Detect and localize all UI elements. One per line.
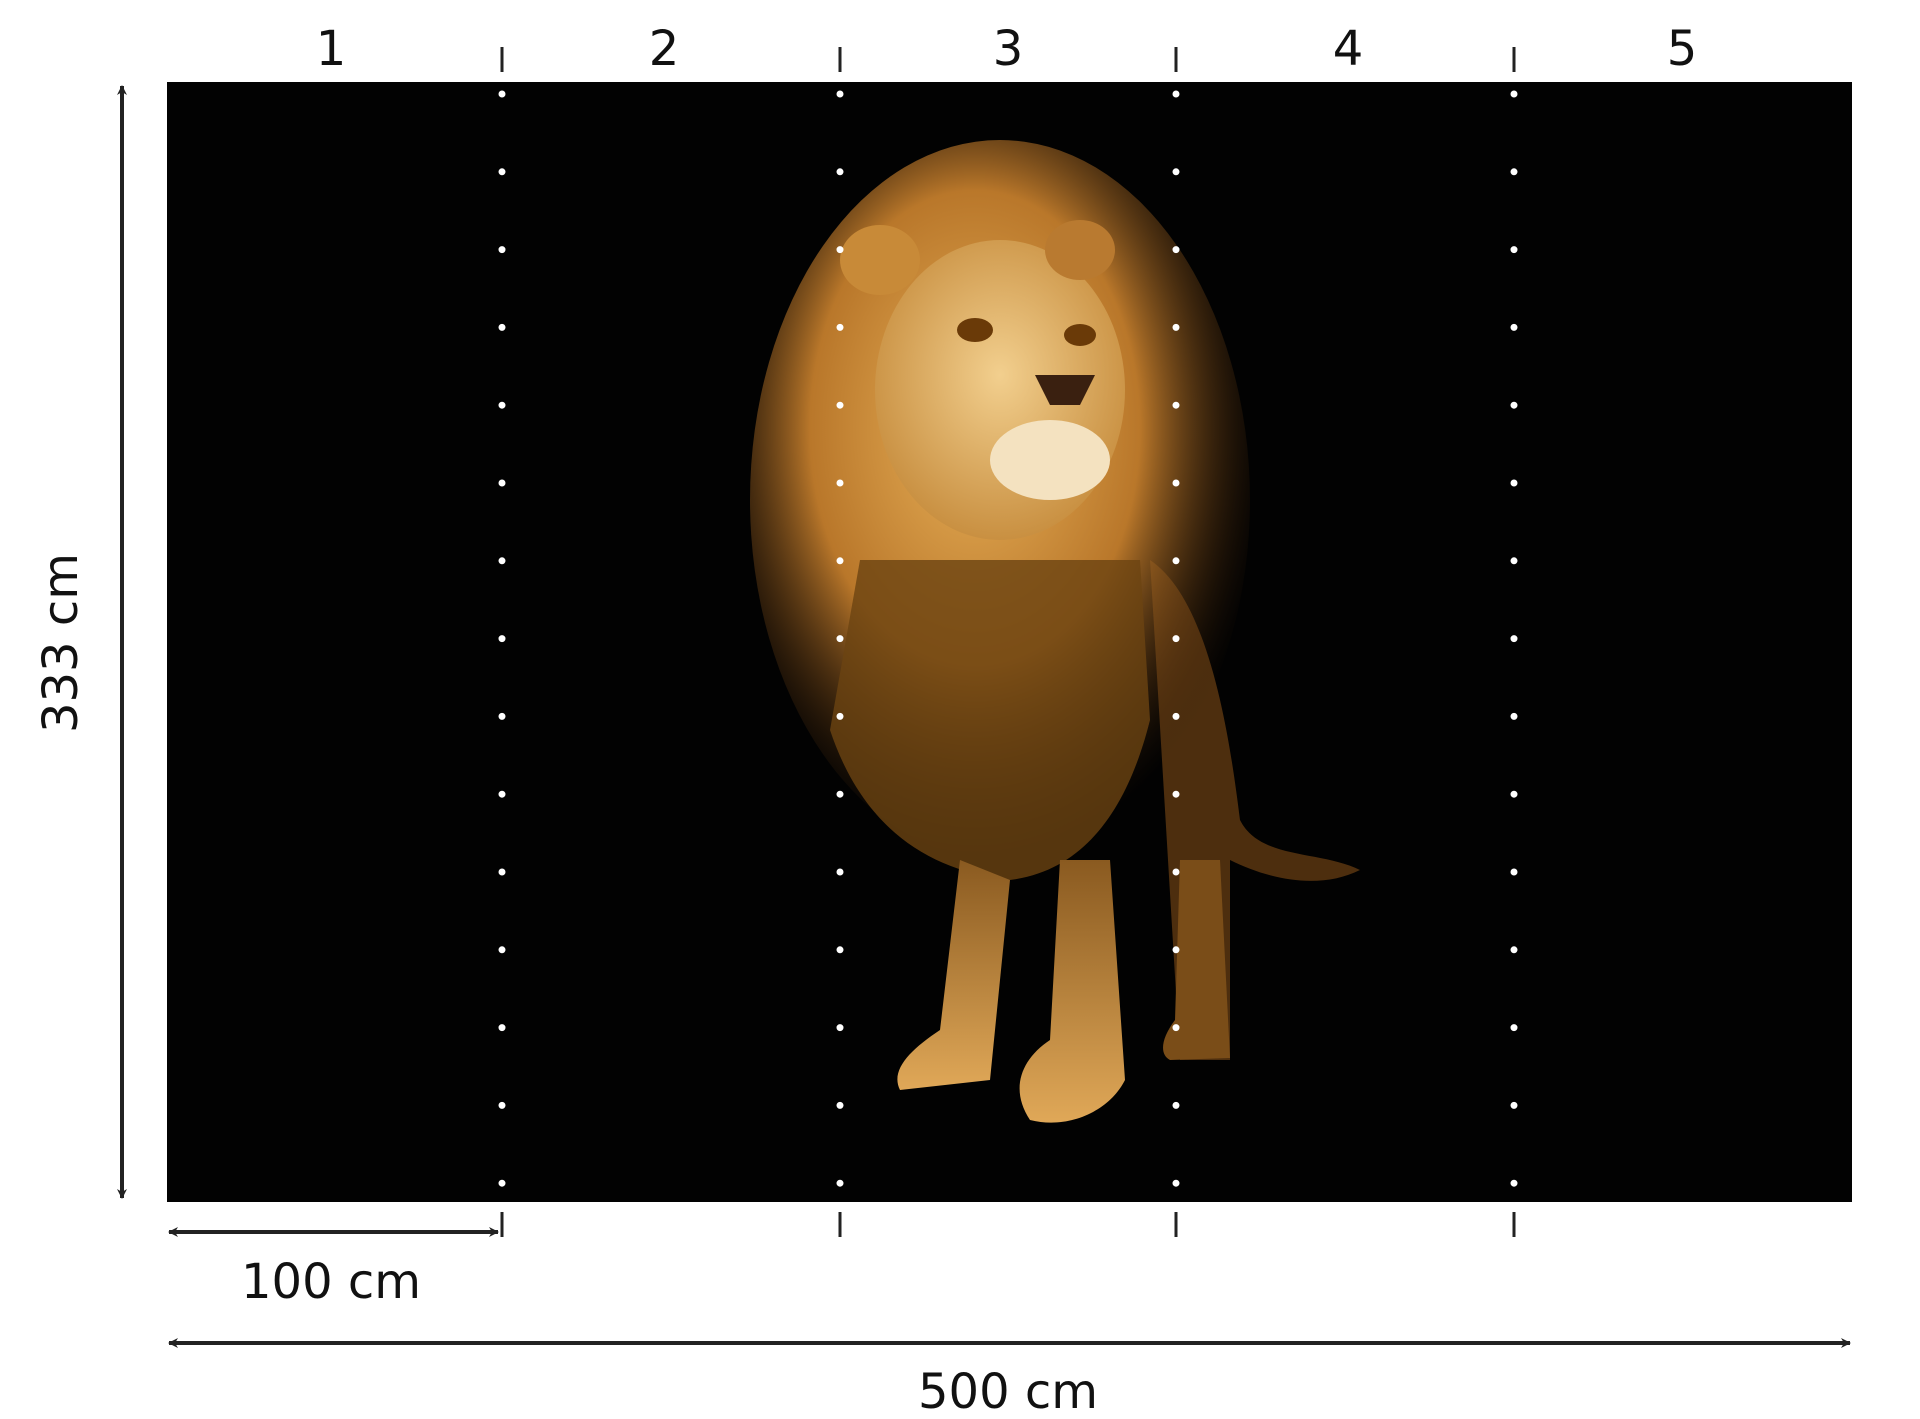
seam-ticks <box>500 47 1516 1237</box>
height-label: 333 cm <box>33 553 89 733</box>
dimension-arrows <box>117 85 1851 1348</box>
total-width-label: 500 cm <box>918 1364 1098 1419</box>
panel-width-label: 100 cm <box>241 1254 421 1310</box>
panel-number: 1 <box>316 21 347 77</box>
panel-number: 2 <box>649 21 680 77</box>
panel-number: 3 <box>993 21 1024 77</box>
lion <box>750 140 1360 1123</box>
panel-number: 5 <box>1667 21 1698 77</box>
seams <box>498 90 1518 1189</box>
panel-number: 4 <box>1333 21 1364 77</box>
